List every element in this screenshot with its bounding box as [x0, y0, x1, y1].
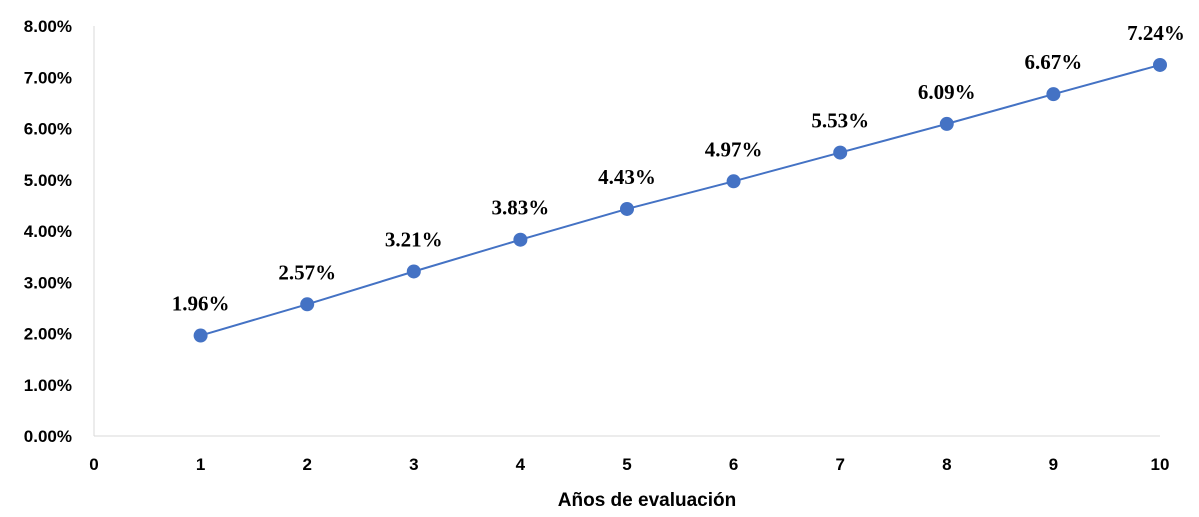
- data-labels: 1.96% 2.57% 3.21% 3.83% 4.43% 4.97% 5.53% 6.09%…: [172, 21, 1185, 316]
- data-label: 3.21%: [385, 227, 443, 251]
- y-tick-label: 0.00%: [24, 427, 72, 446]
- data-point: [1153, 57, 1167, 72]
- data-label: 6.09%: [918, 80, 976, 104]
- y-tick-label: 3.00%: [24, 273, 72, 292]
- x-tick-labels: 0 1 2 3 4 5 6 7 8 9 10: [89, 455, 1169, 474]
- data-label: 5.53%: [811, 109, 869, 133]
- data-label: 2.57%: [278, 260, 336, 284]
- y-tick-labels: 0.00% 1.00% 2.00% 3.00% 4.00% 5.00% 6.00% 7.00%…: [24, 17, 72, 446]
- data-point: [620, 201, 634, 216]
- series-line: [200, 63, 1161, 337]
- data-point: [833, 145, 848, 160]
- x-axis-title: Años de evaluación: [558, 490, 736, 511]
- data-point: [300, 297, 315, 312]
- data-point: [726, 174, 741, 189]
- x-tick-label: 3: [409, 455, 418, 474]
- data-point: [1046, 87, 1061, 102]
- y-tick-label: 1.00%: [24, 376, 72, 395]
- series-line-group: [200, 63, 1161, 337]
- data-label: 1.96%: [172, 292, 230, 316]
- y-tick-label: 5.00%: [24, 171, 72, 190]
- data-label: 4.97%: [705, 137, 763, 161]
- y-tick-label: 4.00%: [24, 222, 72, 241]
- data-point: [513, 232, 528, 247]
- x-tick-label: 5: [622, 455, 631, 474]
- x-tick-label: 1: [196, 455, 205, 474]
- data-point: [406, 264, 421, 279]
- y-tick-label: 2.00%: [24, 325, 72, 344]
- x-tick-label: 6: [729, 455, 738, 474]
- y-tick-label: 7.00%: [24, 68, 72, 87]
- data-points: [193, 57, 1167, 343]
- data-label: 7.24%: [1127, 21, 1185, 45]
- data-point: [193, 328, 208, 343]
- x-tick-label: 9: [1049, 455, 1058, 474]
- x-tick-label: 7: [835, 455, 844, 474]
- data-point: [939, 116, 954, 131]
- y-tick-label: 6.00%: [24, 120, 72, 139]
- y-tick-label: 8.00%: [24, 17, 72, 36]
- x-tick-label: 10: [1151, 455, 1170, 474]
- data-label: 6.67%: [1025, 50, 1083, 74]
- x-tick-label: 2: [302, 455, 311, 474]
- x-tick-label: 8: [942, 455, 951, 474]
- data-label: 3.83%: [492, 196, 550, 220]
- axes: [93, 26, 1160, 437]
- x-tick-label: 4: [516, 455, 526, 474]
- x-tick-label: 0: [89, 455, 98, 474]
- data-label: 4.43%: [598, 165, 656, 189]
